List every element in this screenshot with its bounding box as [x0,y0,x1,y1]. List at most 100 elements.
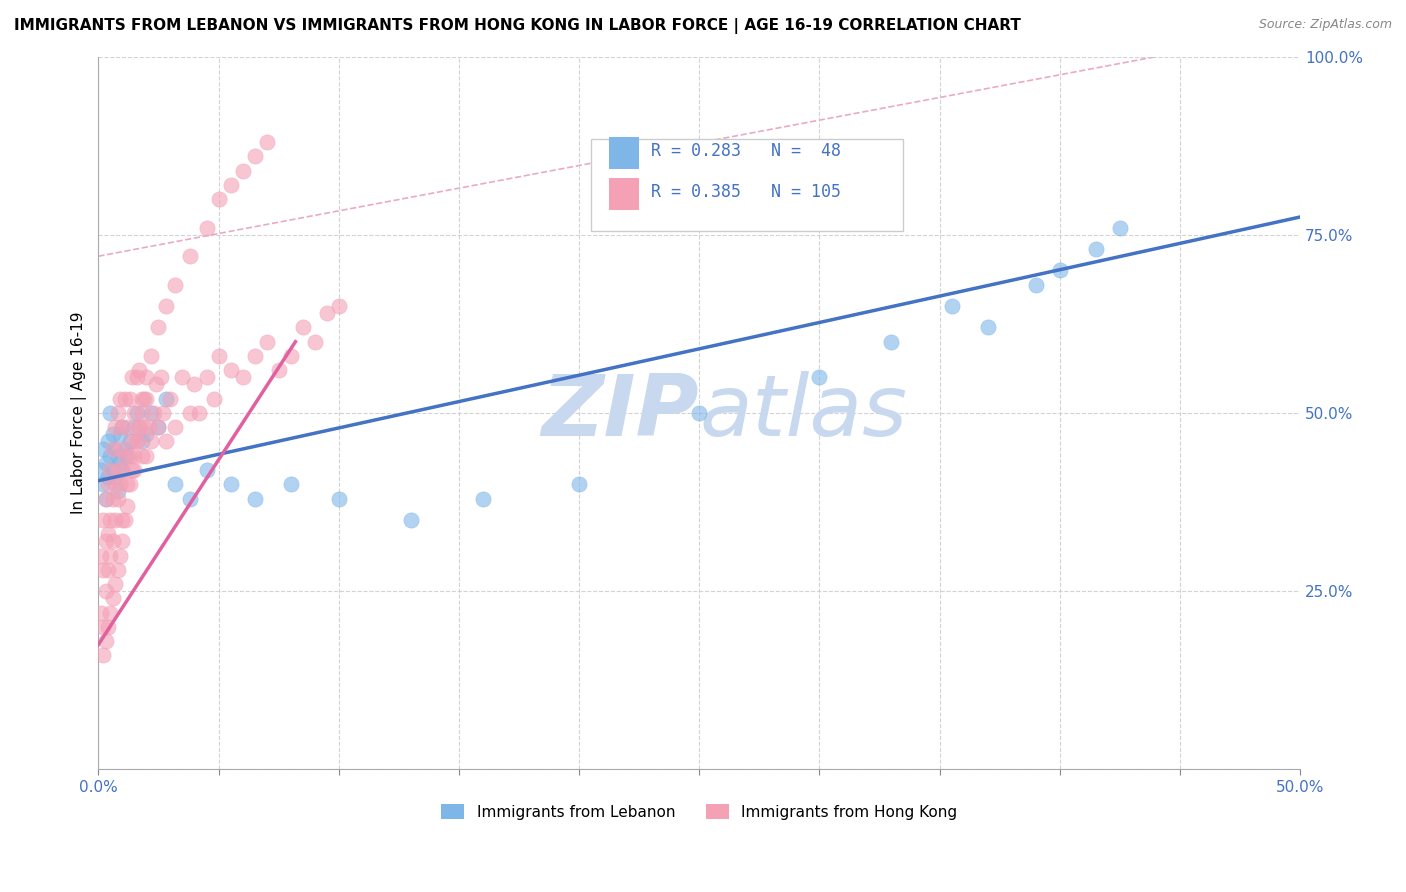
Point [142,406,165,420]
Point [1025,277,1047,292]
Point [976,320,998,334]
Point [159,392,181,406]
Legend: Immigrants from Lebanon, Immigrants from Hong Kong: Immigrants from Lebanon, Immigrants from… [436,797,963,826]
Point [128,363,150,377]
Point [90,549,112,563]
Point [202,392,225,406]
Y-axis label: In Labor Force | Age 16-19: In Labor Force | Age 16-19 [72,311,87,515]
Point [179,406,201,420]
Point [111,534,134,549]
Point [108,392,131,406]
Point [148,320,170,334]
Point [101,591,124,606]
Point [111,463,134,477]
Point [155,434,177,449]
Point [98,449,121,463]
Point [124,449,146,463]
Point [165,277,187,292]
Point [121,370,143,384]
Point [219,178,242,192]
Point [207,192,229,206]
Point [104,442,127,456]
Point [91,477,114,491]
Point [148,420,170,434]
Point [97,563,120,577]
FancyBboxPatch shape [609,178,640,210]
Point [568,477,591,491]
Text: R = 0.385   N = 105: R = 0.385 N = 105 [651,183,841,201]
Point [97,527,120,541]
Point [152,406,174,420]
Point [94,584,117,599]
Point [219,477,242,491]
Point [195,370,218,384]
Point [149,370,172,384]
Point [108,477,131,491]
Point [98,549,121,563]
Point [107,463,129,477]
Point [125,434,148,449]
Point [1049,263,1071,277]
Point [165,477,187,491]
Point [118,434,141,449]
Point [97,620,120,634]
Point [141,349,163,363]
Point [107,491,129,506]
Point [179,249,201,263]
Point [145,377,167,392]
Point [179,491,201,506]
Point [115,499,138,513]
Point [111,420,134,434]
Point [207,349,229,363]
Point [399,513,422,527]
Point [688,406,710,420]
Point [280,349,302,363]
Point [124,420,146,434]
Point [111,513,134,527]
Point [131,392,153,406]
Point [94,534,117,549]
Point [138,420,160,434]
Point [141,406,163,420]
Point [243,491,266,506]
Point [328,299,350,313]
Point [114,513,136,527]
Point [101,463,124,477]
Point [111,463,134,477]
Point [118,449,141,463]
Text: ZIP: ZIP [541,371,699,455]
Point [243,349,266,363]
Point [941,299,963,313]
FancyBboxPatch shape [591,138,904,231]
Point [183,377,205,392]
Point [135,449,157,463]
Point [101,427,124,442]
Point [135,427,157,442]
Point [131,406,153,420]
Point [135,392,157,406]
Point [97,477,120,491]
Point [121,463,143,477]
Point [267,363,290,377]
Point [128,420,150,434]
Point [94,634,117,648]
Point [243,149,266,163]
Point [104,420,127,434]
Point [125,434,148,449]
Point [115,449,138,463]
Point [94,456,117,470]
Point [131,434,153,449]
Point [94,491,117,506]
Point [125,370,148,384]
Point [165,420,187,434]
Point [97,434,120,449]
Point [101,491,124,506]
Point [90,463,112,477]
Point [98,606,121,620]
Point [98,513,121,527]
Point [328,491,350,506]
Point [97,470,120,484]
Point [195,220,218,235]
FancyBboxPatch shape [609,137,640,169]
Point [91,648,114,663]
